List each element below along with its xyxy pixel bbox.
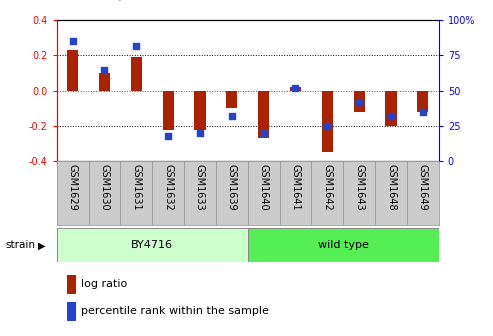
Text: log ratio: log ratio: [81, 279, 128, 289]
Text: GSM1631: GSM1631: [131, 165, 141, 211]
Bar: [67, 275, 76, 294]
Text: GSM1630: GSM1630: [100, 165, 109, 211]
Bar: [386, 91, 396, 126]
FancyBboxPatch shape: [57, 228, 247, 262]
Bar: [163, 91, 174, 130]
Text: strain: strain: [5, 240, 35, 250]
Bar: [417, 91, 428, 112]
Point: [291, 85, 299, 91]
Text: BY4716: BY4716: [131, 240, 173, 250]
Point: [323, 123, 331, 129]
Point: [164, 133, 172, 138]
Bar: [258, 91, 269, 138]
Point: [196, 130, 204, 136]
Bar: [131, 57, 142, 91]
Point: [228, 114, 236, 119]
Bar: [226, 91, 238, 109]
Bar: [99, 73, 110, 91]
Text: GSM1639: GSM1639: [227, 165, 237, 211]
Text: GSM1641: GSM1641: [290, 165, 301, 211]
Bar: [194, 91, 206, 130]
Text: GSM1649: GSM1649: [418, 165, 428, 211]
Text: wild type: wild type: [318, 240, 369, 250]
Point: [419, 109, 427, 115]
Point: [260, 130, 268, 136]
FancyBboxPatch shape: [247, 228, 439, 262]
Text: GDS93 / 3591: GDS93 / 3591: [67, 0, 163, 2]
Text: GSM1642: GSM1642: [322, 165, 332, 211]
Point: [101, 67, 108, 72]
Text: GSM1632: GSM1632: [163, 165, 173, 211]
Text: GSM1633: GSM1633: [195, 165, 205, 211]
Bar: [353, 91, 365, 112]
Point: [355, 99, 363, 105]
Point: [69, 39, 76, 44]
Point: [387, 114, 395, 119]
Text: percentile rank within the sample: percentile rank within the sample: [81, 306, 269, 316]
Text: GSM1648: GSM1648: [386, 165, 396, 211]
Bar: [290, 87, 301, 91]
Point: [132, 43, 140, 48]
Text: ▶: ▶: [38, 240, 45, 250]
Bar: [67, 50, 78, 91]
Text: GSM1640: GSM1640: [259, 165, 269, 211]
Text: GSM1643: GSM1643: [354, 165, 364, 211]
Bar: [67, 302, 76, 321]
Text: GSM1629: GSM1629: [68, 165, 77, 211]
Bar: [322, 91, 333, 153]
